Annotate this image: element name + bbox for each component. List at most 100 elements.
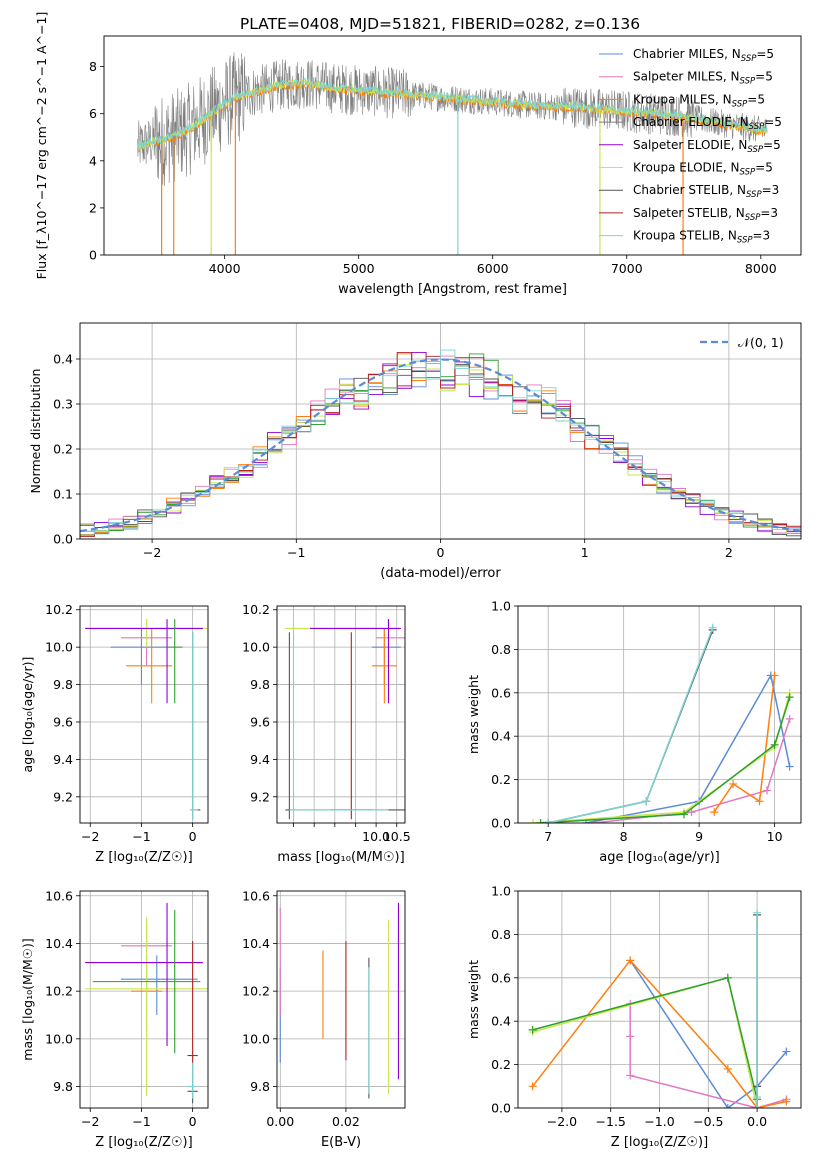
y-tick-label: 0.0	[53, 532, 73, 547]
data-point	[708, 623, 717, 632]
x-tick-label: 8	[620, 829, 628, 844]
legend-entry: Chabrier STELIB, NSSP=3	[633, 183, 779, 200]
histogram-kroupa_stelib	[80, 349, 801, 535]
massweight-vs-age-plot-area	[529, 623, 794, 823]
y-tick-label: 0.2	[53, 442, 73, 457]
data-point	[785, 693, 794, 702]
data-point	[687, 808, 696, 817]
y-tick-label: 0.8	[491, 642, 511, 657]
y-tick-label: 0.0	[491, 816, 511, 831]
data-point	[770, 671, 779, 680]
y-tick-label: 0.4	[491, 729, 511, 744]
x-tick-label: −0.5	[693, 1114, 723, 1129]
data-point	[626, 1032, 635, 1041]
y-tick-label: 10.6	[45, 888, 73, 903]
data-point	[723, 973, 732, 982]
y-tick-label: 9.8	[250, 1079, 270, 1094]
y-tick-label: 10.0	[242, 640, 270, 655]
y-tick-label: 8	[89, 59, 97, 74]
legend-entry: Kroupa STELIB, NSSP=3	[633, 229, 770, 246]
x-tick-label: 0.0	[747, 1114, 767, 1129]
y-tick-label: 9.8	[53, 677, 73, 692]
age-vs-Z-xlabel: Z [log₁₀(Z/Z☉)]	[95, 850, 192, 865]
y-tick-label: 0.6	[491, 970, 511, 985]
y-tick-label: 0.1	[53, 487, 73, 502]
y-tick-label: 0.4	[491, 1014, 511, 1029]
data-point	[544, 819, 553, 823]
x-tick-label: 9	[695, 829, 703, 844]
y-tick-label: 2	[89, 200, 97, 215]
age-vs-Z-frame	[79, 605, 209, 824]
data-point	[753, 908, 762, 917]
y-tick-label: 9.8	[250, 677, 270, 692]
data-point	[782, 1047, 791, 1056]
x-tick-label: 5000	[343, 261, 375, 276]
mass-weight-series-kroupa_elodie	[533, 692, 791, 823]
massweight-vs-age-frame	[517, 605, 802, 824]
y-tick-label: 0.0	[491, 1101, 511, 1116]
mass-vs-Z-plot-area	[85, 902, 208, 1104]
x-tick-label: −2	[143, 545, 161, 560]
mass-vs-EBV-frame	[276, 890, 406, 1109]
y-tick-label: 9.6	[250, 714, 270, 729]
normal-curve	[80, 358, 801, 533]
y-tick-label: 0.8	[491, 927, 511, 942]
massweight-vs-Z-ylabel: mass weight	[466, 960, 481, 1039]
y-tick-label: 9.2	[53, 789, 73, 804]
y-tick-label: 9.4	[53, 752, 73, 767]
spectrum-ylabel: Flux [f_λ10^−17 erg cm^−2 s^−1 A^−1]	[34, 12, 49, 280]
y-tick-label: 6	[89, 106, 97, 121]
y-tick-label: 10.0	[45, 640, 73, 655]
data-point	[723, 1104, 732, 1108]
spectrum-plot-area	[137, 52, 768, 255]
x-tick-label: −2.0	[547, 1114, 577, 1129]
massweight-vs-Z-xlabel: Z [log₁₀(Z/Z☉)]	[611, 1135, 708, 1150]
x-tick-label: 1	[581, 545, 589, 560]
legend-entry: Salpeter STELIB, NSSP=3	[633, 206, 778, 223]
data-point	[642, 797, 651, 806]
x-tick-label: 8000	[745, 261, 777, 276]
y-tick-label: 10.2	[45, 984, 73, 999]
data-point	[710, 808, 719, 817]
mass-vs-EBV-xlabel: E(B-V)	[321, 1135, 361, 1150]
x-tick-label: −1.5	[596, 1114, 626, 1129]
mass-vs-EBV-panel: 0.00 0.02 9.8 10.0 10.2 10.4 10.6 E(B-V)	[242, 888, 406, 1150]
data-point	[763, 786, 772, 795]
y-tick-label: 10.0	[45, 1031, 73, 1046]
legend-entry: Chabrier ELODIE, NSSP=5	[633, 115, 782, 132]
spectrum-panel: 4000 5000 6000 7000 8000 0 2 4 6 8 wavelength [Ang…	[34, 12, 802, 297]
mass-weight-series-chabrier_miles	[629, 959, 787, 1108]
age-vs-Z-plot-area	[85, 619, 208, 820]
y-tick-label: 9.6	[53, 714, 73, 729]
x-tick-label: 7	[544, 829, 552, 844]
x-tick-label: 6000	[477, 261, 509, 276]
data-point	[536, 819, 545, 823]
mass-vs-Z-frame	[79, 890, 209, 1109]
mass-weight-series-chabrier_elodie	[540, 696, 791, 823]
age-vs-mass-frame	[276, 605, 406, 824]
x-tick-label: 4000	[209, 261, 241, 276]
x-tick-label: −1.0	[644, 1114, 674, 1129]
data-point	[785, 714, 794, 723]
x-tick-label: −1	[287, 545, 305, 560]
figure-title: PLATE=0408, MJD=51821, FIBERID=0282, z=0…	[240, 15, 640, 33]
data-point	[723, 1064, 732, 1073]
y-tick-label: 10.2	[45, 602, 73, 617]
residuals-ylabel: Normed distribution	[28, 369, 43, 494]
legend-entry: Chabrier MILES, NSSP=5	[633, 47, 774, 64]
data-point	[529, 819, 538, 823]
data-point	[626, 1071, 635, 1080]
mass-vs-EBV-plot-area	[279, 902, 399, 1099]
data-point	[528, 1025, 537, 1034]
y-tick-label: 1.0	[491, 599, 511, 614]
y-tick-label: 4	[89, 153, 97, 168]
residuals-plot-area	[80, 349, 801, 537]
spectrum-frame	[103, 35, 802, 256]
y-tick-label: 0.2	[491, 772, 511, 787]
y-tick-label: 10.2	[242, 984, 270, 999]
x-tick-label: 7000	[611, 261, 643, 276]
mass-weight-series-chabrier_elodie	[532, 976, 758, 1100]
x-tick-label: 0	[189, 829, 197, 844]
